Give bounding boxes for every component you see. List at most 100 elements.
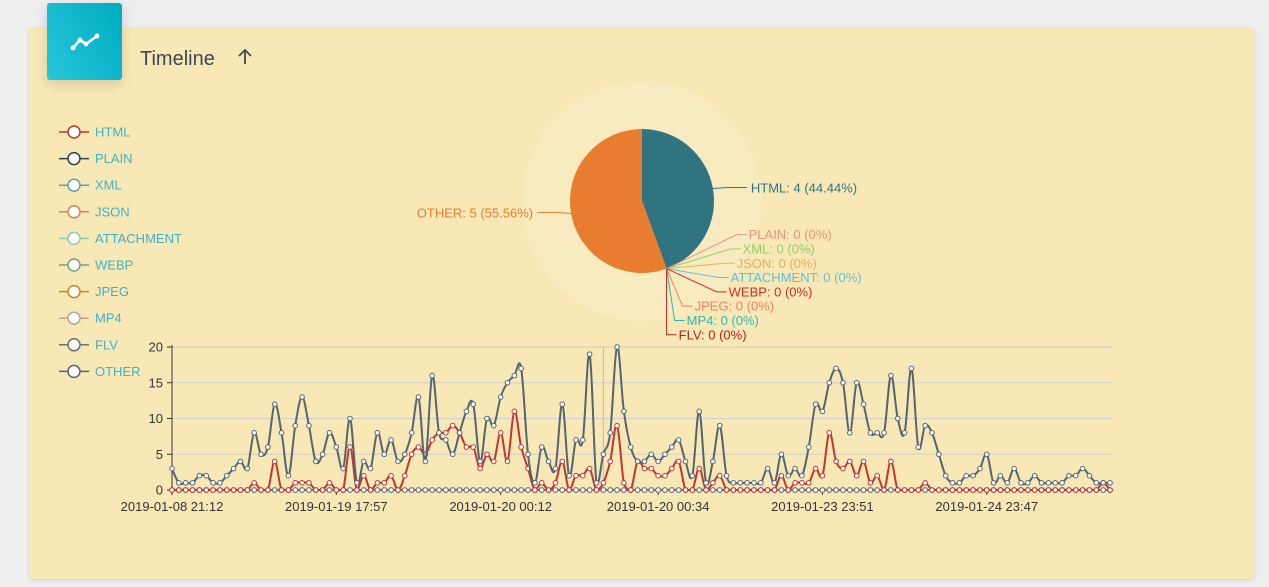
point-other-30 (374, 430, 381, 436)
point-flv-56 (552, 487, 559, 493)
point-html-30 (374, 480, 381, 486)
legend-item-attachment[interactable]: ATTACHMENT (59, 231, 182, 246)
point-flv-46 (484, 487, 490, 493)
point-html-71 (655, 472, 661, 479)
point-html-0 (169, 487, 175, 493)
point-html-112 (936, 487, 942, 493)
point-other-27 (354, 480, 360, 486)
point-other-39 (436, 430, 442, 436)
ytick-label-10: 10 (149, 411, 163, 426)
legend-label: XML (95, 178, 122, 193)
point-html-25 (340, 487, 346, 493)
point-flv-50 (511, 487, 518, 493)
legend-item-xml[interactable]: XML (59, 178, 122, 193)
point-other-37 (422, 458, 429, 465)
pie-label-plain: PLAIN: 0 (0%) (749, 227, 832, 242)
point-html-32 (388, 472, 394, 479)
point-other-81 (723, 472, 730, 479)
point-html-58 (566, 487, 572, 493)
series-other (169, 344, 1113, 486)
point-flv-65 (614, 487, 620, 493)
point-flv-66 (621, 487, 627, 493)
point-html-77 (696, 465, 702, 472)
point-html-35 (408, 451, 415, 458)
point-flv-68 (634, 487, 641, 493)
point-other-36 (415, 394, 422, 400)
point-html-117 (970, 487, 976, 493)
point-html-46 (484, 451, 490, 458)
point-other-119 (983, 451, 990, 458)
point-other-68 (634, 458, 641, 465)
point-other-34 (401, 451, 408, 458)
legend-label: PLAIN (95, 151, 133, 166)
point-html-51 (518, 444, 524, 450)
xtick-label-3: 2019-01-20 00:34 (607, 499, 710, 514)
point-other-55 (545, 458, 552, 465)
point-html-41 (449, 422, 456, 429)
point-html-50 (511, 408, 518, 415)
point-other-73 (669, 444, 675, 450)
point-html-60 (580, 472, 586, 479)
point-other-22 (319, 451, 326, 458)
point-other-48 (497, 394, 504, 400)
point-flv-26 (347, 487, 353, 493)
legend-item-other[interactable]: OTHER (59, 364, 141, 379)
point-html-69 (641, 465, 648, 472)
legend-item-webp[interactable]: WEBP (59, 258, 133, 273)
trend-line-icon (70, 33, 99, 50)
point-html-34 (401, 472, 408, 479)
point-other-106 (894, 415, 901, 422)
point-other-130 (1059, 480, 1065, 486)
point-flv-41 (449, 487, 456, 493)
point-html-4 (196, 487, 203, 493)
point-flv-36 (415, 487, 422, 493)
point-flv-38 (429, 487, 435, 493)
point-html-2 (182, 487, 189, 493)
point-other-43 (463, 408, 470, 415)
point-html-16 (278, 487, 285, 493)
legend-label: HTML (95, 125, 130, 140)
point-flv-96 (826, 487, 833, 493)
point-flv-18 (292, 487, 299, 493)
point-html-120 (990, 487, 997, 493)
point-html-107 (901, 487, 908, 493)
point-html-106 (894, 487, 901, 493)
legend-marker (67, 258, 81, 272)
point-other-51 (518, 365, 524, 372)
point-html-18 (292, 480, 299, 486)
pie-label-attachment: ATTACHMENT: 0 (0%) (731, 270, 862, 285)
xtick-label-1: 2019-01-19 17:57 (285, 499, 388, 514)
point-html-131 (1066, 487, 1072, 493)
arrow-up-icon[interactable] (236, 46, 254, 68)
point-flv-89 (778, 487, 785, 493)
point-html-15 (271, 458, 278, 465)
legend-item-html[interactable]: HTML (59, 125, 130, 140)
point-html-83 (737, 487, 744, 493)
point-other-13 (258, 451, 264, 458)
point-other-114 (949, 480, 956, 486)
point-other-99 (847, 430, 853, 436)
point-html-75 (682, 487, 689, 493)
legend-item-mp4[interactable]: MP4 (59, 311, 122, 326)
legend-item-plain[interactable]: PLAIN (59, 151, 133, 166)
legend-marker (67, 205, 81, 219)
point-other-86 (758, 480, 764, 486)
point-flv-30 (374, 487, 381, 493)
point-html-133 (1079, 487, 1086, 493)
point-flv-52 (525, 487, 531, 493)
point-flv-136 (1100, 487, 1106, 493)
point-flv-51 (518, 487, 524, 493)
point-html-12 (251, 480, 257, 486)
point-flv-77 (696, 487, 702, 493)
point-html-72 (662, 472, 668, 479)
point-other-123 (1011, 465, 1017, 472)
legend-item-json[interactable]: JSON (59, 204, 130, 219)
point-html-135 (1093, 487, 1100, 493)
legend-item-jpeg[interactable]: JPEG (59, 284, 129, 299)
point-html-29 (367, 487, 374, 493)
point-html-111 (929, 487, 935, 493)
point-other-0 (169, 465, 175, 472)
legend-item-flv[interactable]: FLV (59, 337, 118, 352)
point-html-97 (833, 458, 839, 465)
